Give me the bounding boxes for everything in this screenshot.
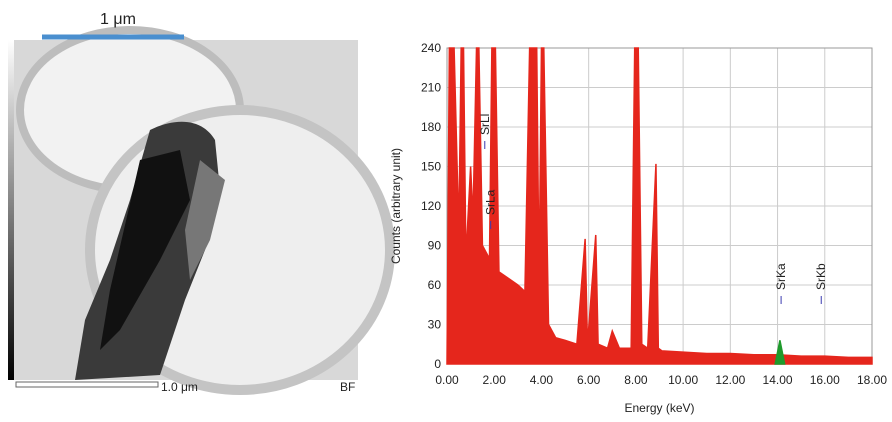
annotation: SrLl [478, 114, 492, 135]
x-tick-label: 12.00 [715, 373, 745, 387]
y-tick-label: 30 [428, 318, 442, 332]
y-axis-label: Counts (arbitrary unit) [389, 148, 403, 264]
annotation: SrKb [814, 263, 828, 290]
x-tick-label: 14.00 [763, 373, 793, 387]
x-tick-label: 0.00 [435, 373, 459, 387]
y-tick-label: 120 [421, 199, 441, 213]
y-tick-label: 60 [428, 278, 442, 292]
mode-label: BF [340, 380, 355, 394]
x-tick-label: 8.00 [624, 373, 648, 387]
scale-label: 1 μm [100, 11, 136, 28]
y-tick-label: 150 [421, 160, 441, 174]
annotation: SrKa [774, 263, 788, 290]
x-tick-label: 6.00 [577, 373, 601, 387]
y-tick-label: 0 [434, 357, 441, 371]
y-tick-label: 240 [421, 41, 441, 55]
annotation: SrLa [484, 189, 498, 215]
x-tick-label: 16.00 [810, 373, 840, 387]
x-tick-label: 18.00 [857, 373, 887, 387]
bottom-label: 1.0 μm [161, 380, 198, 394]
x-tick-label: 10.00 [668, 373, 698, 387]
micrograph [8, 26, 395, 395]
chart: 0 30 60 90 120 150 180 210 240 0.00 2.00 4.00 6.00 8.… [389, 41, 887, 415]
x-tick-label: 2.00 [483, 373, 507, 387]
bottom-bar [15, 381, 159, 388]
y-tick-label: 210 [421, 81, 441, 95]
y-tick-label: 90 [428, 239, 442, 253]
spectrum-area [774, 340, 786, 365]
x-tick-label: 4.00 [530, 373, 554, 387]
y-tick-label: 180 [421, 120, 441, 134]
spectrum-area [446, 47, 873, 365]
x-axis-label: Energy (keV) [624, 401, 694, 415]
